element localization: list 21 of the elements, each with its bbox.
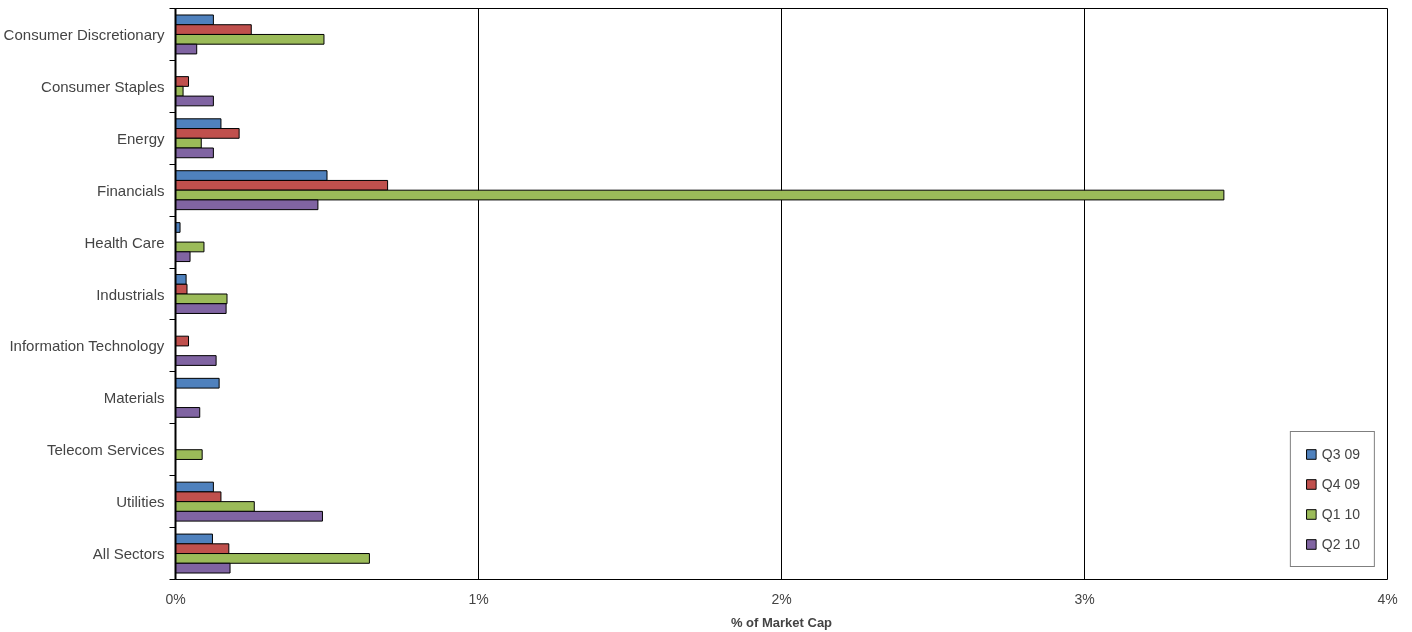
x-tick-label: 3% <box>1074 590 1095 607</box>
y-tick-label: Financials <box>96 181 165 199</box>
y-tick-label: Energy <box>116 129 165 147</box>
y-tick-label: Health Care <box>84 233 165 251</box>
x-tick-label: 2% <box>771 590 792 607</box>
y-tick-label: Utilities <box>116 493 165 511</box>
legend-label: Q1 10 <box>1321 506 1360 522</box>
y-tick-label: Information Technology <box>9 337 165 355</box>
y-tick-label: All Sectors <box>92 545 165 563</box>
y-tick-label: Telecom Services <box>46 441 165 459</box>
x-tick-label: 1% <box>468 590 489 607</box>
x-tick-label: 4% <box>1377 590 1398 607</box>
y-tick-label: Consumer Staples <box>41 77 165 95</box>
x-tick-label: 0% <box>165 590 186 607</box>
legend-label: Q2 10 <box>1321 536 1360 552</box>
y-tick-label: Consumer Discretionary <box>3 25 165 43</box>
legend-label: Q4 09 <box>1321 476 1360 492</box>
x-axis-title: % of Market Cap <box>730 614 833 630</box>
y-tick-label: Materials <box>103 389 165 407</box>
y-tick-label: Industrials <box>96 285 165 303</box>
legend-label: Q3 09 <box>1321 446 1360 462</box>
